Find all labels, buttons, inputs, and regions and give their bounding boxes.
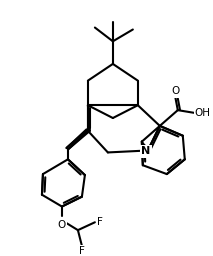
- Text: N: N: [141, 146, 150, 156]
- Text: OH: OH: [195, 108, 211, 118]
- Text: O: O: [58, 220, 66, 230]
- Text: F: F: [97, 217, 103, 227]
- Text: F: F: [79, 246, 85, 256]
- Text: O: O: [172, 87, 180, 97]
